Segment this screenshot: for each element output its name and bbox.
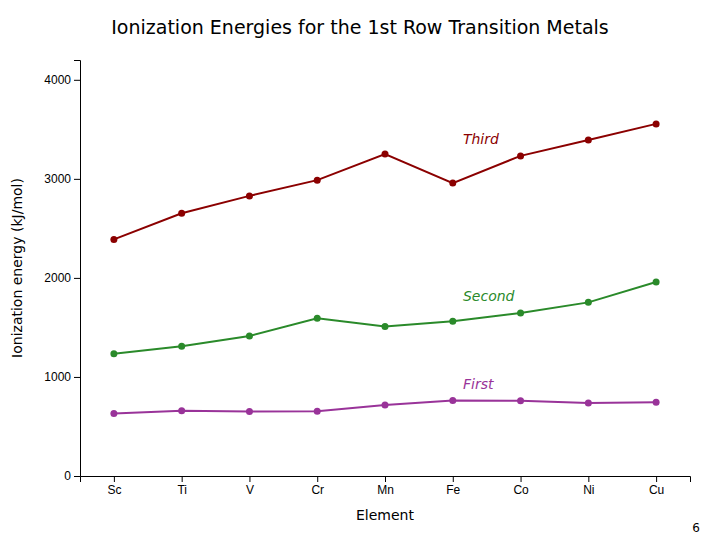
tick-mark [453, 476, 454, 482]
plot-area: Sc Ti V Cr Mn Fe Co Ni Cu 0 1000 2000 3000 4000 Third S… [44, 61, 690, 497]
point [653, 120, 660, 127]
tick-mark [588, 476, 589, 482]
tick-label: Cu [649, 483, 664, 497]
series-labels: Third Second First [463, 131, 515, 392]
tick: Cu [649, 476, 664, 497]
tick-mark [656, 476, 657, 482]
series-label: First [463, 376, 494, 392]
tick-label: 1000 [44, 370, 71, 384]
tick-mark [182, 476, 183, 482]
series-label: Third [463, 131, 499, 147]
tick-mark [74, 476, 80, 477]
series-line [114, 401, 656, 414]
title: Ionization Energies for the 1st Row Tran… [111, 16, 608, 38]
point [382, 150, 389, 157]
point [653, 399, 660, 406]
tick-label: Ni [583, 483, 594, 497]
tick: Sc [107, 476, 121, 497]
tick-mark [114, 476, 115, 482]
point [246, 408, 253, 415]
point [246, 332, 253, 339]
tick-label: Mn [377, 483, 394, 497]
tick-mark [74, 179, 80, 180]
tick-mark [521, 476, 522, 482]
tick-mark [74, 80, 80, 81]
tick: 3000 [44, 172, 80, 186]
tick-mark [74, 278, 80, 279]
tick-label: Fe [446, 483, 460, 497]
tick: Mn [377, 476, 394, 497]
point [517, 309, 524, 316]
point [110, 350, 117, 357]
tick-label: 2000 [44, 271, 71, 285]
series-line [114, 282, 656, 354]
tick: Ti [177, 476, 187, 497]
tick-label: V [246, 483, 254, 497]
tick-label: Ti [177, 483, 187, 497]
point [585, 400, 592, 407]
series-group [110, 120, 659, 417]
y-axis-title: Ionization energy (kJ/mol) [9, 178, 25, 358]
tick: Fe [446, 476, 460, 497]
annotation: 6 [692, 521, 700, 535]
point [178, 210, 185, 217]
point [382, 323, 389, 330]
tick-label: Sc [107, 483, 121, 497]
tick: 1000 [44, 370, 80, 384]
tick-label: Cr [311, 483, 324, 497]
tick: 2000 [44, 271, 80, 285]
axis-line [81, 477, 691, 483]
tick: Cr [311, 476, 324, 497]
point [517, 152, 524, 159]
point [110, 410, 117, 417]
tick-mark [74, 377, 80, 378]
point [246, 192, 253, 199]
point [585, 299, 592, 306]
tick: 4000 [44, 73, 80, 87]
point [449, 397, 456, 404]
tick: 0 [64, 469, 80, 483]
axis-line [74, 61, 81, 477]
point [178, 407, 185, 414]
tick-label: 3000 [44, 172, 71, 186]
point [517, 397, 524, 404]
point [314, 315, 321, 322]
point [449, 180, 456, 187]
tick-mark [317, 476, 318, 482]
point [382, 401, 389, 408]
tick-label: 4000 [44, 73, 71, 87]
chart: Sc Ti V Cr Mn Fe Co Ni Cu 0 1000 2000 3000 4000 Third S… [0, 0, 720, 540]
x-axis-title: Element [356, 507, 414, 523]
tick: Co [513, 476, 529, 497]
tick-mark [249, 476, 250, 482]
tick-label: 0 [64, 469, 71, 483]
tick-label: Co [513, 483, 529, 497]
point [110, 236, 117, 243]
point [178, 343, 185, 350]
series-line [114, 124, 656, 239]
tick-mark [385, 476, 386, 482]
y-axis: 0 1000 2000 3000 4000 [44, 61, 80, 484]
point [449, 318, 456, 325]
tick: Ni [583, 476, 594, 497]
point [585, 136, 592, 143]
point [314, 408, 321, 415]
series-label: Second [463, 288, 515, 304]
point [314, 177, 321, 184]
x-axis: Sc Ti V Cr Mn Fe Co Ni Cu [81, 476, 691, 497]
tick: V [246, 476, 254, 497]
point [653, 279, 660, 286]
